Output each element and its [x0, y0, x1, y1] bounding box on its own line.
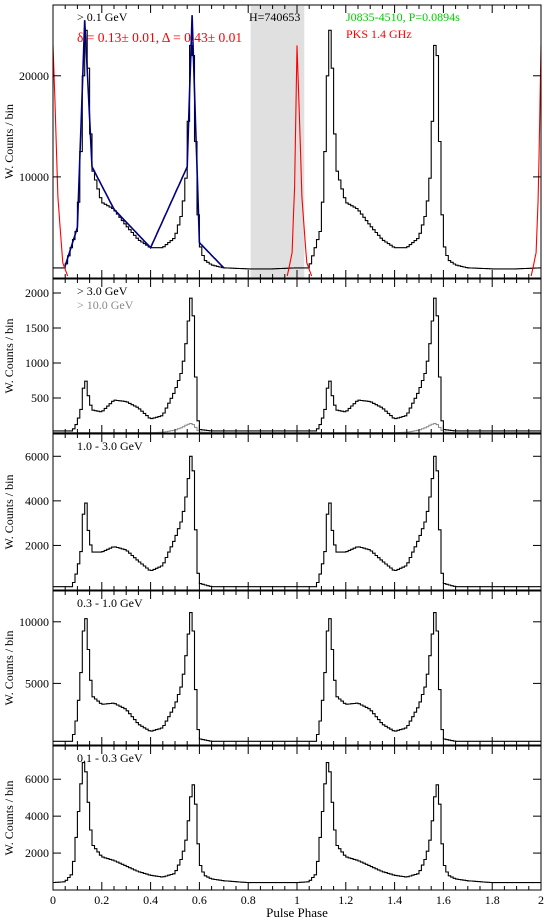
series-1-2	[52, 45, 542, 277]
x-tick-label: 1.8	[485, 893, 500, 907]
y-tick-label: 2000	[25, 286, 49, 300]
fit-parameters-label: δ = 0.13± 0.01, Δ = 0.43± 0.01	[77, 30, 242, 45]
panel-3: 2000 4000 6000 W. Counts / bin 1.0 - 3.0 GeV	[2, 433, 542, 591]
x-tick-label: 0	[50, 893, 56, 907]
energy-band-label: > 3.0 GeV	[77, 284, 128, 298]
series-1-3	[64, 15, 225, 269]
radio-profile-line-wrap-left	[52, 45, 69, 277]
y-tick-label: 2000	[25, 538, 49, 552]
model-fit-line	[64, 15, 225, 269]
x-tick-label: 2	[538, 893, 544, 907]
y-tick-label: 5000	[25, 676, 49, 690]
histogram-cycle-1	[53, 297, 297, 432]
panel-frame	[52, 745, 542, 891]
x-tick-label: 1.6	[436, 893, 451, 907]
panel-frame	[52, 433, 542, 591]
x-tick-label: 1	[294, 893, 300, 907]
y-tick-label: 6000	[25, 772, 49, 786]
htest-label: H=740653	[249, 10, 300, 24]
y-tick-label: 10000	[19, 615, 49, 629]
histogram-cycle-2	[297, 455, 541, 588]
x-tick-label: 0.8	[241, 893, 256, 907]
y-tick-label: 10000	[19, 170, 49, 184]
histogram-cycle-2	[297, 29, 541, 270]
y-tick-label: 20000	[19, 69, 49, 83]
off-pulse-shaded-region	[250, 6, 305, 278]
x-tick-label: 1.4	[387, 893, 402, 907]
y-tick-label: 2000	[25, 846, 49, 860]
histogram-cycle-1	[53, 612, 297, 742]
series-2-1	[53, 297, 541, 432]
x-tick-label: 1.2	[338, 893, 353, 907]
energy-band-label: 0.3 - 1.0 GeV	[77, 596, 143, 610]
radio-profile-line	[286, 45, 313, 277]
series-5-1	[53, 762, 541, 884]
y-tick-label: 4000	[25, 809, 49, 823]
histogram-cycle-1	[53, 455, 297, 588]
panel-5: 2000 4000 6000 0 0.2 0.4 0.6 0.8 1 1.2 1.4 1.6 1.8 2 W…	[2, 745, 544, 907]
y-axis-label: W. Counts / bin	[2, 104, 16, 179]
y-axis-label: W. Counts / bin	[2, 631, 16, 706]
y-axis-label: W. Counts / bin	[2, 781, 16, 856]
y-tick-label: 1000	[25, 356, 49, 370]
y-tick-label: 1500	[25, 321, 49, 335]
energy-band-label: 1.0 - 3.0 GeV	[77, 439, 143, 453]
energy-band-label: > 0.1 GeV	[77, 10, 128, 24]
histogram-cycle-1	[53, 29, 297, 270]
energy-band-label: 0.1 - 0.3 GeV	[77, 751, 143, 765]
y-axis-label: W. Counts / bin	[2, 319, 16, 394]
histogram-cycle-2	[297, 762, 541, 884]
panel-2: 500 1000 1500 2000 W. Counts / bin > 3.0 GeV>…	[2, 278, 542, 434]
y-axis-label: W. Counts / bin	[2, 475, 16, 550]
x-axis-label: Pulse Phase	[266, 905, 328, 920]
energy-band-label-2: > 10.0 GeV	[77, 298, 134, 312]
x-tick-label: 0.4	[143, 893, 158, 907]
series-1-1	[53, 29, 541, 270]
series-3-1	[53, 455, 541, 588]
panel-frame	[52, 590, 542, 746]
pulsar-label: J0835-4510, P=0.0894s	[346, 10, 460, 24]
x-tick-label: 0.6	[192, 893, 207, 907]
series-4-1	[53, 612, 541, 742]
y-tick-label: 500	[31, 391, 49, 405]
histogram-cycle-2	[297, 297, 541, 432]
panel-1: 10000 20000 W. Counts / bin > 0.1 GeV δ = 0.…	[2, 4, 542, 279]
y-tick-label: 4000	[25, 494, 49, 508]
histogram-cycle-1	[53, 762, 297, 884]
x-tick-label: 0.2	[94, 893, 109, 907]
histogram-cycle-2	[297, 612, 541, 742]
radio-band-label: PKS 1.4 GHz	[346, 27, 412, 41]
radio-profile-line-wrap-right	[530, 45, 542, 277]
y-tick-label: 6000	[25, 449, 49, 463]
